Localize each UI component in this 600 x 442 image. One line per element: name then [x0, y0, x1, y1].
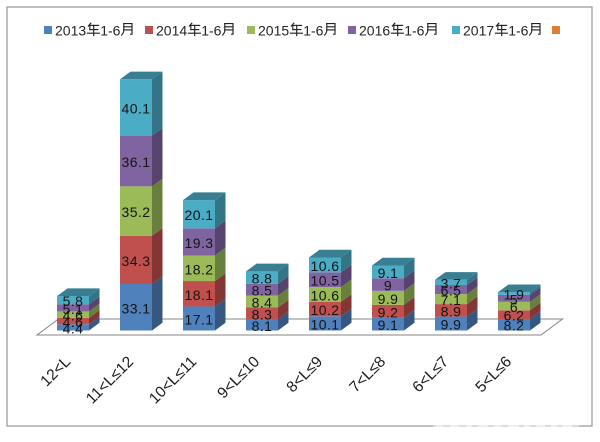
svg-text:8.2: 8.2 — [504, 318, 525, 334]
svg-text:10.6: 10.6 — [310, 258, 339, 274]
svg-text:4.4: 4.4 — [63, 320, 84, 336]
svg-text:8.4: 8.4 — [252, 295, 273, 311]
svg-text:9.1: 9.1 — [378, 265, 399, 281]
svg-text:2014: 2014 — [156, 23, 187, 39]
svg-text:9.9: 9.9 — [378, 291, 399, 307]
svg-text:5: 5 — [510, 291, 518, 307]
svg-text:2013: 2013 — [55, 23, 86, 39]
svg-text:20.1: 20.1 — [184, 207, 213, 223]
svg-text:6: 6 — [510, 299, 518, 315]
svg-text:6.2: 6.2 — [504, 308, 525, 324]
svg-text:35.2: 35.2 — [121, 204, 150, 220]
svg-text:1-6: 1-6 — [201, 23, 221, 39]
svg-text:18.1: 18.1 — [184, 287, 213, 303]
svg-text:36.1: 36.1 — [121, 154, 150, 170]
svg-text:2015: 2015 — [258, 23, 289, 39]
svg-text:9.1: 9.1 — [378, 317, 399, 333]
svg-text:8.3: 8.3 — [252, 306, 273, 322]
svg-text:9: 9 — [384, 278, 392, 294]
svg-text:5.8: 5.8 — [63, 293, 84, 309]
svg-text:6.5: 6.5 — [441, 283, 462, 299]
svg-text:2016: 2016 — [359, 23, 390, 39]
svg-text:33.1: 33.1 — [121, 300, 150, 316]
svg-text:19.3: 19.3 — [184, 235, 213, 251]
svg-text:10.6: 10.6 — [310, 288, 339, 304]
svg-text:10.2: 10.2 — [310, 302, 339, 318]
svg-text:4.6: 4.6 — [63, 308, 84, 324]
svg-text:1-6: 1-6 — [100, 23, 120, 39]
svg-text:8.1: 8.1 — [252, 318, 273, 334]
svg-text:8.5: 8.5 — [252, 283, 273, 299]
svg-text:9.9: 9.9 — [441, 317, 462, 333]
svg-text:10.1: 10.1 — [310, 316, 339, 332]
svg-text:40.1: 40.1 — [121, 100, 150, 116]
svg-text:18.2: 18.2 — [184, 261, 213, 277]
svg-text:1-6: 1-6 — [404, 23, 424, 39]
svg-text:1-6: 1-6 — [508, 23, 528, 39]
svg-text:9.2: 9.2 — [378, 304, 399, 320]
svg-text:4.6: 4.6 — [63, 314, 84, 330]
svg-text:2017: 2017 — [463, 23, 494, 39]
svg-text:7.1: 7.1 — [441, 292, 462, 308]
svg-text:8.8: 8.8 — [252, 271, 273, 287]
svg-text:34.3: 34.3 — [121, 253, 150, 269]
svg-text:17.1: 17.1 — [184, 311, 213, 327]
svg-text:10.5: 10.5 — [310, 273, 339, 289]
svg-text:1.9: 1.9 — [504, 286, 525, 302]
svg-text:3.7: 3.7 — [441, 275, 462, 291]
svg-text:1-6: 1-6 — [303, 23, 323, 39]
svg-text:8.9: 8.9 — [441, 303, 462, 319]
svg-text:5.1: 5.1 — [63, 301, 84, 317]
